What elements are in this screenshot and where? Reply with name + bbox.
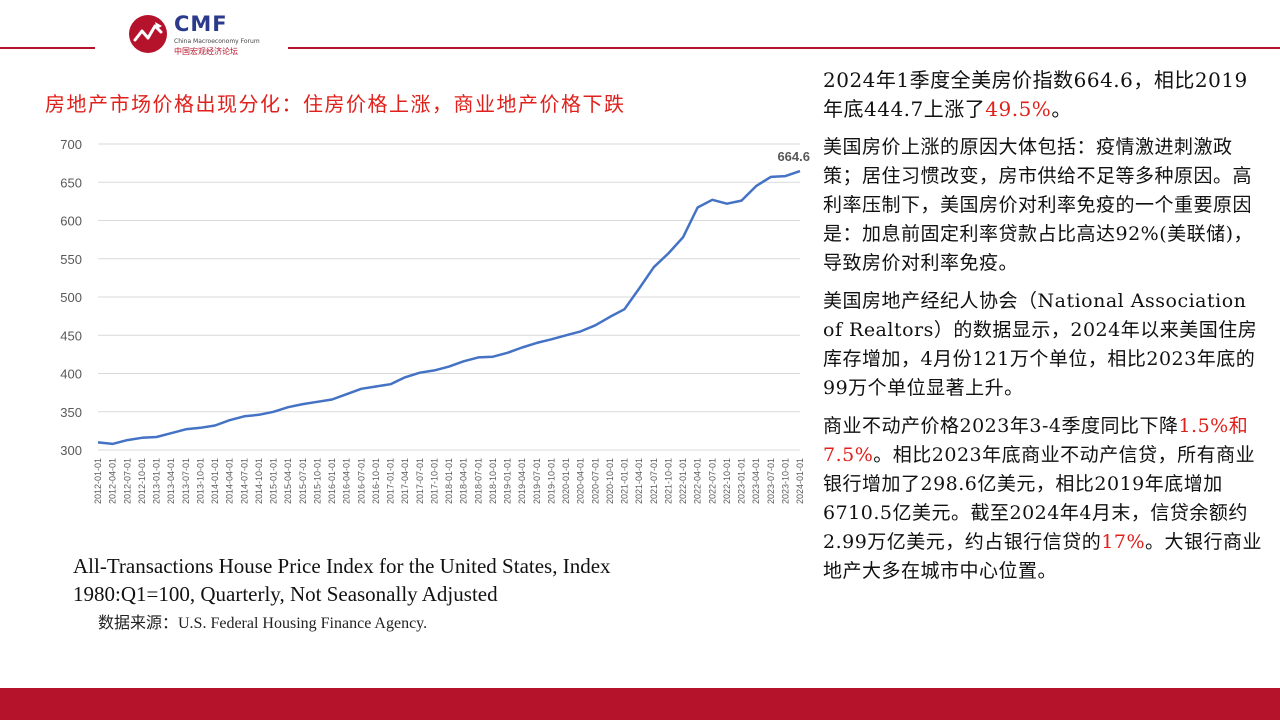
x-tick-label: 2013-04-01	[166, 458, 176, 504]
p4-text-e: 。大银行商业地产大多在城市中心位置。	[823, 531, 1263, 582]
x-tick-label: 2018-07-01	[473, 458, 483, 504]
x-tick-label: 2016-04-01	[342, 458, 352, 504]
paragraph-reasons: 美国房价上涨的原因大体包括：疫情激进刺激政策；居住习惯改变，房市供给不足等多种原…	[823, 136, 1254, 274]
paragraph-inventory: 美国房地产经纪人协会（National Association of Realt…	[823, 290, 1258, 399]
x-tick-label: 2024-01-01	[795, 458, 805, 504]
x-tick-label: 2014-01-01	[210, 458, 220, 504]
x-tick-label: 2019-07-01	[532, 458, 542, 504]
x-tick-label: 2017-10-01	[429, 458, 439, 504]
x-tick-label: 2015-04-01	[283, 458, 293, 504]
p4-text-c: 。相比2023年底商业不动产信贷，所有商业银行增加了298.6亿美元，相比201…	[823, 444, 1256, 553]
x-tick-label: 2020-10-01	[605, 458, 615, 504]
y-tick-label: 300	[60, 443, 82, 458]
x-tick-label: 2019-04-01	[517, 458, 527, 504]
x-tick-label: 2022-07-01	[707, 458, 717, 504]
chart-caption: All-Transactions House Price Index for t…	[73, 554, 611, 606]
chart-x-axis: 2012-01-01 2012-04-01 2012-07-01 2012-10-01…	[93, 458, 805, 504]
data-label-last: 664.6	[777, 149, 810, 164]
x-tick-label: 2013-01-01	[152, 458, 162, 504]
x-tick-label: 2016-01-01	[327, 458, 337, 504]
x-tick-label: 2012-10-01	[137, 458, 147, 504]
p4-text-a: 商业不动产价格2023年3-4季度同比下降	[823, 415, 1179, 437]
x-tick-label: 2021-04-01	[634, 458, 644, 504]
x-tick-label: 2014-10-01	[254, 458, 264, 504]
chart-annotations: 664.6	[777, 149, 810, 164]
logo-text: CMF	[174, 12, 228, 36]
x-tick-label: 2021-07-01	[649, 458, 659, 504]
y-tick-label: 450	[60, 328, 82, 343]
x-tick-label: 2023-10-01	[780, 458, 790, 504]
y-tick-label: 400	[60, 367, 82, 382]
footer-bar	[0, 688, 1280, 720]
x-tick-label: 2014-04-01	[225, 458, 235, 504]
data-source: 数据来源：U.S. Federal Housing Finance Agency…	[98, 615, 428, 632]
x-tick-label: 2015-07-01	[298, 458, 308, 504]
p1-highlight: 49.5%	[985, 97, 1052, 121]
x-tick-label: 2019-01-01	[503, 458, 513, 504]
y-tick-label: 500	[60, 290, 82, 305]
paragraph-commercial: 商业不动产价格2023年3-4季度同比下降1.5%和7.5%。相比2023年底商…	[823, 412, 1268, 586]
y-tick-label: 700	[60, 137, 82, 152]
header-rule-right	[288, 47, 1280, 49]
logo-subtitle-en: China Macroeconomy Forum	[174, 38, 260, 45]
x-tick-label: 2017-07-01	[415, 458, 425, 504]
x-tick-label: 2020-04-01	[576, 458, 586, 504]
x-tick-label: 2015-10-01	[312, 458, 322, 504]
chart-gridlines	[98, 143, 800, 451]
x-tick-label: 2021-10-01	[663, 458, 673, 504]
x-tick-label: 2023-01-01	[737, 458, 747, 504]
chart-series	[97, 169, 801, 446]
x-tick-label: 2014-07-01	[239, 458, 249, 504]
x-tick-label: 2012-04-01	[108, 458, 118, 504]
x-tick-label: 2017-04-01	[400, 458, 410, 504]
x-tick-label: 2016-07-01	[356, 458, 366, 504]
header-rule-left	[0, 47, 95, 49]
x-tick-label: 2022-04-01	[693, 458, 703, 504]
x-tick-label: 2016-10-01	[371, 458, 381, 504]
x-tick-label: 2012-01-01	[93, 458, 103, 504]
x-tick-label: 2019-10-01	[546, 458, 556, 504]
slide-title: 房地产市场价格出现分化：住房价格上涨，商业地产价格下跌	[45, 92, 626, 116]
x-tick-label: 2020-07-01	[590, 458, 600, 504]
p1-text: 2024年1季度全美房价指数664.6，相比2019年底444.7上涨了	[823, 68, 1248, 121]
x-tick-label: 2022-10-01	[722, 458, 732, 504]
right-text-panel: 2024年1季度全美房价指数664.6，相比2019年底444.7上涨了49.5…	[823, 66, 1268, 595]
cmf-logo: CMF China Macroeconomy Forum 中国宏观经济论坛	[128, 12, 288, 56]
x-tick-label: 2013-07-01	[181, 458, 191, 504]
y-tick-label: 650	[60, 175, 82, 190]
x-tick-label: 2020-01-01	[561, 458, 571, 504]
x-tick-label: 2017-01-01	[386, 458, 396, 504]
x-tick-label: 2021-01-01	[620, 458, 630, 504]
x-tick-label: 2012-07-01	[122, 458, 132, 504]
p4-highlight-decline: 1.5%和7.5%	[823, 415, 1249, 466]
y-tick-label: 550	[60, 252, 82, 267]
y-tick-label: 600	[60, 214, 82, 229]
p1-end: 。	[1051, 97, 1072, 121]
logo-subtitle-cn: 中国宏观经济论坛	[174, 47, 238, 56]
x-tick-label: 2018-01-01	[444, 458, 454, 504]
cmf-logo-icon	[129, 15, 167, 53]
y-tick-label: 350	[60, 405, 82, 420]
x-tick-label: 2013-10-01	[195, 458, 205, 504]
paragraph-house-price: 2024年1季度全美房价指数664.6，相比2019年底444.7上涨了49.5…	[823, 66, 1268, 124]
x-tick-label: 2022-01-01	[678, 458, 688, 504]
x-tick-label: 2023-07-01	[766, 458, 776, 504]
x-tick-label: 2018-04-01	[459, 458, 469, 504]
series-line	[97, 169, 801, 446]
chart-y-axis: 300 350 400 450 500 550 600 650 700	[60, 137, 82, 458]
x-tick-label: 2018-10-01	[488, 458, 498, 504]
x-tick-label: 2015-01-01	[269, 458, 279, 504]
p4-highlight-share: 17%	[1101, 531, 1146, 553]
x-tick-label: 2023-04-01	[751, 458, 761, 504]
